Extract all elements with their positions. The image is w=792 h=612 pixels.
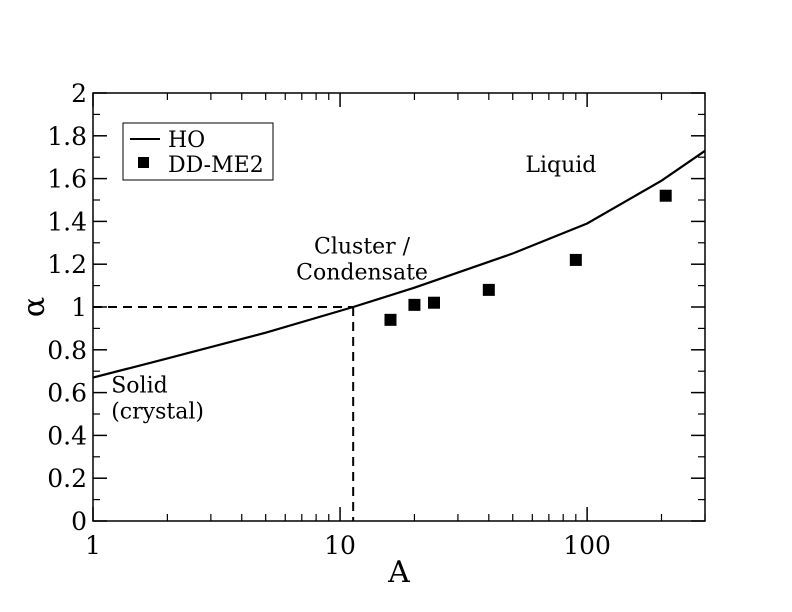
- y-tick-label: 1.4: [47, 207, 87, 236]
- y-tick-label: 1.2: [47, 250, 87, 279]
- data-point-dd-me2: [659, 189, 672, 202]
- data-point-dd-me2: [482, 283, 495, 296]
- y-tick-label: 2: [71, 79, 87, 108]
- y-tick-label: 0.2: [47, 464, 87, 493]
- reference-lines: [93, 306, 355, 521]
- legend-label-dd-me2: DD-ME2: [168, 153, 264, 178]
- annotation-cluster: Condensate: [296, 261, 428, 286]
- series-layer: [92, 149, 706, 379]
- y-axis-title: α: [17, 297, 52, 317]
- y-tick-label: 1.6: [47, 165, 87, 194]
- legend-label-ho: HO: [168, 128, 205, 153]
- data-point-dd-me2: [384, 313, 397, 326]
- annotation-solid: Solid: [111, 374, 167, 399]
- y-tick-label: 0.6: [47, 379, 87, 408]
- annotation-liquid: Liquid: [525, 153, 596, 178]
- data-point-dd-me2: [408, 298, 421, 311]
- legend: HO DD-ME2: [122, 122, 274, 181]
- legend-marker-swatch: [138, 157, 149, 168]
- annotation-solid: (crystal): [111, 400, 204, 425]
- x-tick-label: 100: [563, 531, 611, 560]
- data-point-dd-me2: [569, 253, 582, 266]
- annotations: Solid(crystal) Cluster /Condensate Liquid: [111, 153, 596, 424]
- y-tick-label: 1.8: [47, 122, 87, 151]
- annotation-cluster: Cluster /: [314, 235, 411, 260]
- axis-ticks: 0 0.2 0.4 0.6 0.8 1 1.2 1.4 1.6 1.8 2 1 10 100: [47, 79, 706, 560]
- x-tick-label: 10: [324, 531, 356, 560]
- y-tick-label: 0.4: [47, 421, 87, 450]
- legend-box: [122, 122, 274, 181]
- y-tick-label: 1: [71, 293, 87, 322]
- y-tick-label: 0.8: [47, 336, 87, 365]
- x-axis-title: A: [387, 555, 410, 590]
- data-point-dd-me2: [427, 296, 440, 309]
- series-line-ho: [92, 149, 706, 379]
- y-tick-label: 0: [71, 507, 87, 536]
- x-tick-label: 1: [85, 531, 101, 560]
